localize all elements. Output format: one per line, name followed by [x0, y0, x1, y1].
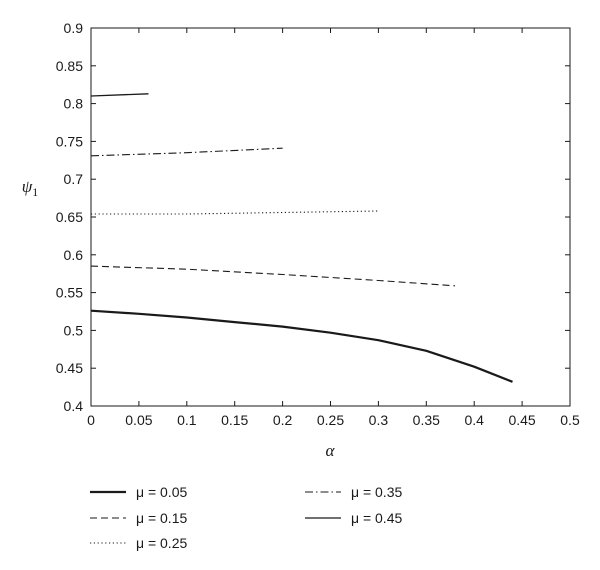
- legend-label-2: μ = 0.15: [136, 510, 187, 526]
- y-tick-label: 0.4: [64, 398, 84, 414]
- y-tick-label: 0.6: [64, 247, 84, 263]
- x-tick-label: 0.45: [508, 412, 535, 428]
- y-axis-label-main: ψ: [22, 177, 33, 196]
- series-layer: [90, 93, 513, 383]
- y-tick-label: 0.5: [64, 322, 84, 338]
- series-line-5: [90, 93, 149, 97]
- series-line-2: [90, 265, 456, 287]
- x-axis-label: α: [326, 441, 336, 460]
- legend-label-1: μ = 0.05: [136, 484, 187, 500]
- series-line-1: [90, 309, 513, 383]
- legend-label-3: μ = 0.25: [136, 535, 187, 551]
- y-tick-label: 0.7: [64, 171, 84, 187]
- y-tick-label: 0.75: [56, 133, 83, 149]
- y-tick-label: 0.9: [64, 20, 84, 36]
- y-tick-label: 0.65: [56, 209, 83, 225]
- y-tick-label: 0.55: [56, 285, 83, 301]
- y-axis-label: ψ1: [22, 177, 39, 199]
- x-tick-label: 0.35: [413, 412, 440, 428]
- y-axis-label-subscript: 1: [32, 185, 38, 199]
- x-tick-label: 0.25: [317, 412, 344, 428]
- x-tick-label: 0.05: [125, 412, 152, 428]
- legend: μ = 0.05 μ = 0.15 μ = 0.25 μ = 0.35 μ = 0.45: [90, 484, 402, 551]
- legend-label-4: μ = 0.35: [351, 484, 402, 500]
- x-tick-label: 0.5: [560, 412, 580, 428]
- legend-label-5: μ = 0.45: [351, 510, 402, 526]
- x-tick-label: 0.1: [177, 412, 197, 428]
- y-tick-label: 0.8: [64, 96, 84, 112]
- x-tick-label: 0.3: [369, 412, 389, 428]
- series-line-3: [91, 210, 379, 215]
- x-tick-label: 0.4: [464, 412, 484, 428]
- y-tick-label: 0.85: [56, 58, 83, 74]
- series-line-4: [90, 147, 283, 157]
- x-tick-label: 0: [87, 412, 95, 428]
- y-tick-label: 0.45: [56, 360, 83, 376]
- y-axis-ticks: 0.4 0.45 0.5 0.55 0.6 0.65 0.7 0.75 0.8 0.85 0.9: [56, 20, 570, 414]
- x-axis-ticks: 0 0.05 0.1 0.15 0.2 0.25 0.3 0.35 0.4 0.45 0.5: [87, 28, 580, 428]
- plot-frame: [90, 27, 571, 407]
- x-tick-label: 0.2: [273, 412, 293, 428]
- x-tick-label: 0.15: [221, 412, 248, 428]
